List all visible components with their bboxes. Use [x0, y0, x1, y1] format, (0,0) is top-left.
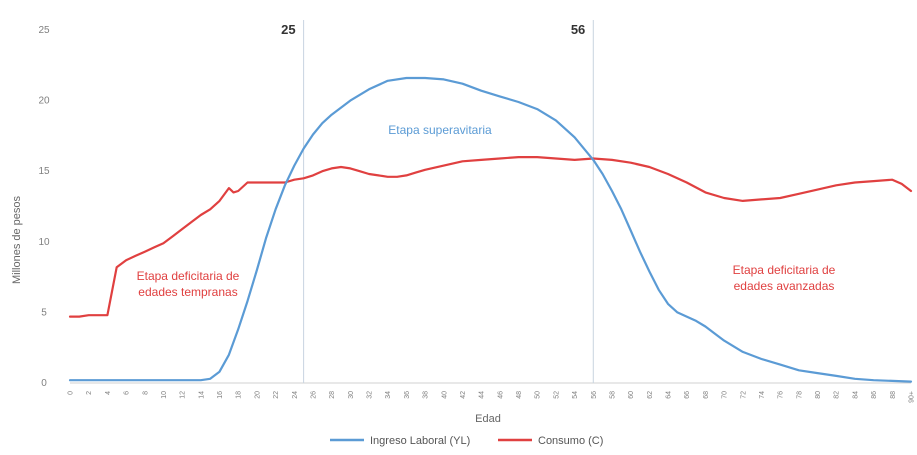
x-tick-label: 58	[609, 391, 616, 399]
x-tick-label: 44	[479, 391, 486, 399]
x-tick-label: 20	[254, 391, 261, 399]
x-tick-label: 14	[198, 391, 205, 399]
x-tick-label: 28	[329, 391, 336, 399]
legend-label: Ingreso Laboral (YL)	[370, 435, 470, 447]
x-tick-label: 0	[68, 391, 75, 395]
vertical-marker-label: 56	[571, 22, 585, 37]
x-tick-label: 8	[142, 391, 149, 395]
x-tick-label: 40	[441, 391, 448, 399]
x-tick-label: 42	[460, 391, 467, 399]
x-tick-label: 2	[86, 391, 93, 395]
x-tick-label: 66	[684, 391, 691, 399]
y-tick-label: 15	[38, 166, 50, 177]
x-tick-label: 68	[703, 391, 710, 399]
x-tick-label: 32	[367, 391, 374, 399]
y-tick-label: 25	[38, 25, 50, 36]
y-tick-label: 20	[38, 96, 50, 107]
x-tick-label: 90+	[909, 391, 916, 403]
x-tick-label: 78	[796, 391, 803, 399]
series-layer	[68, 76, 913, 383]
x-tick-label: 76	[778, 391, 785, 399]
vertical-marker-label: 25	[281, 22, 295, 37]
y-tick-label: 10	[38, 237, 50, 248]
x-tick-label: 34	[385, 391, 392, 399]
x-tick-label: 60	[628, 391, 635, 399]
x-tick-label: 16	[217, 391, 224, 399]
x-tick-label: 22	[273, 391, 280, 399]
x-axis-title: Edad	[475, 413, 501, 425]
x-tick-label: 46	[497, 391, 504, 399]
x-tick-label: 70	[722, 391, 729, 399]
legend: Ingreso Laboral (YL) Consumo (C)	[330, 435, 603, 447]
x-tick-label: 62	[647, 391, 654, 399]
y-axis-title: Millones de pesos	[11, 195, 23, 284]
x-tick-label: 38	[423, 391, 430, 399]
y-tick-label: 5	[41, 307, 47, 318]
x-tick-label: 24	[292, 391, 299, 399]
x-tick-label: 88	[890, 391, 897, 399]
x-tick-label: 56	[591, 391, 598, 399]
series-line-consumo	[68, 156, 913, 318]
x-tick-label: 10	[161, 391, 168, 399]
y-tick-label: 0	[41, 378, 47, 389]
x-tick-label: 30	[348, 391, 355, 399]
x-tick-label: 64	[666, 391, 673, 399]
x-tick-label: 12	[180, 391, 187, 399]
series-line-ingreso-laboral	[68, 76, 913, 383]
annotation-label: Etapa superavitaria	[388, 123, 492, 137]
x-tick-label: 4	[105, 391, 112, 395]
vertical-markers: 25 56	[281, 20, 594, 383]
x-tick-label: 36	[404, 391, 411, 399]
x-tick-label: 74	[759, 391, 766, 399]
x-tick-label: 18	[236, 391, 243, 399]
x-tick-label: 86	[871, 391, 878, 399]
annotations-layer: Etapa superavitaria Etapa deficitaria de e…	[137, 123, 836, 299]
x-tick-label: 50	[535, 391, 542, 399]
x-tick-label: 84	[852, 391, 859, 399]
x-tick-label: 80	[815, 391, 822, 399]
x-tick-label: 52	[553, 391, 560, 399]
x-tick-label: 72	[740, 391, 747, 399]
legend-label: Consumo (C)	[538, 435, 603, 447]
x-tick-label: 26	[310, 391, 317, 399]
annotation-label: Etapa deficitaria de edades tempranas	[137, 269, 240, 299]
x-tick-label: 54	[572, 391, 579, 399]
legend-item-consumo: Consumo (C)	[498, 435, 603, 447]
x-tick-label: 48	[516, 391, 523, 399]
x-tick-label: 6	[124, 391, 131, 395]
annotation-label: Etapa deficitaria de edades avanzadas	[733, 263, 836, 293]
legend-item-ingreso-laboral: Ingreso Laboral (YL)	[330, 435, 470, 447]
x-tick-label: 82	[834, 391, 841, 399]
